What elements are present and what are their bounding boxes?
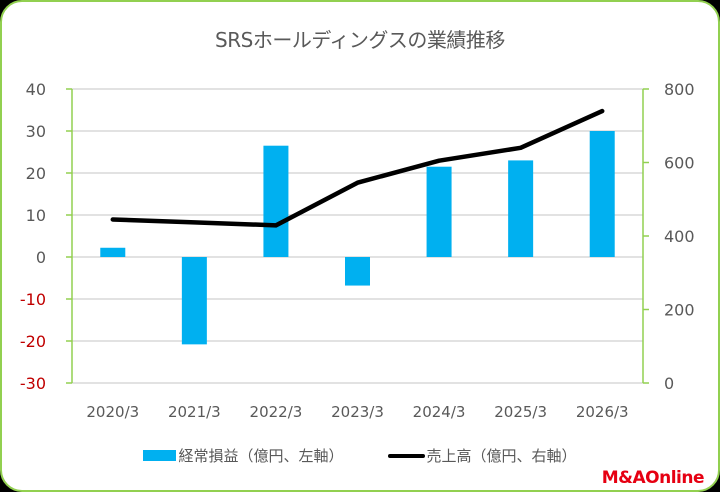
x-tick-label: 2022/3 [250, 403, 303, 421]
x-tick-label: 2020/3 [86, 403, 139, 421]
right-tick-label: 0 [664, 374, 674, 393]
left-tick-label: -10 [20, 290, 46, 309]
axes [66, 88, 649, 384]
legend-item-line: 売上高（億円、右軸） [387, 445, 577, 466]
x-tick-label: 2026/3 [576, 403, 629, 421]
right-tick-label: 200 [664, 301, 695, 320]
left-tick-label: 30 [26, 122, 46, 141]
legend-bar-label: 経常損益（億円、左軸） [178, 447, 344, 465]
x-tick-label: 2023/3 [331, 403, 384, 421]
left-tick-label: 40 [26, 80, 46, 99]
left-tick-label: -20 [20, 332, 46, 351]
line-series [110, 108, 605, 228]
bar-2024/3 [426, 166, 452, 257]
legend-line-label: 売上高（億円、右軸） [426, 447, 577, 465]
bar-series [100, 131, 615, 345]
legend-line-swatch [387, 453, 425, 458]
bar-2021/3 [181, 257, 207, 345]
bar-2026/3 [589, 131, 615, 257]
bar-2025/3 [508, 160, 534, 257]
left-tick-label: 0 [36, 248, 46, 267]
legend-item-bar: 経常損益（億円、左軸） [143, 445, 344, 466]
right-tick-label: 400 [664, 227, 695, 246]
left-tick-label: 10 [26, 206, 46, 225]
bar-2020/3 [100, 247, 126, 257]
right-axis-ticks: 800 600 400 200 0 [664, 80, 695, 393]
gridlines [72, 88, 643, 384]
mando-online-logo: M&AOnline [601, 468, 705, 488]
bar-2022/3 [263, 145, 289, 257]
legend: 経常損益（億円、左軸） 売上高（億円、右軸） [2, 445, 718, 466]
x-axis-ticks: 2020/3 2021/3 2022/3 2023/3 2024/3 2025/3 2026… [86, 403, 628, 421]
chart-title: SRSホールディングスの業績推移 [215, 28, 505, 52]
x-tick-label: 2021/3 [168, 403, 221, 421]
left-tick-label: -30 [20, 374, 46, 393]
x-tick-label: 2025/3 [494, 403, 547, 421]
legend-bar-swatch [143, 450, 177, 461]
x-tick-label: 2024/3 [413, 403, 466, 421]
right-tick-label: 600 [664, 154, 695, 173]
left-axis-ticks: 40 30 20 10 0 -10 -20 -30 [20, 80, 46, 393]
left-tick-label: 20 [26, 164, 46, 183]
bar-2023/3 [345, 257, 370, 286]
right-tick-label: 800 [664, 80, 695, 99]
